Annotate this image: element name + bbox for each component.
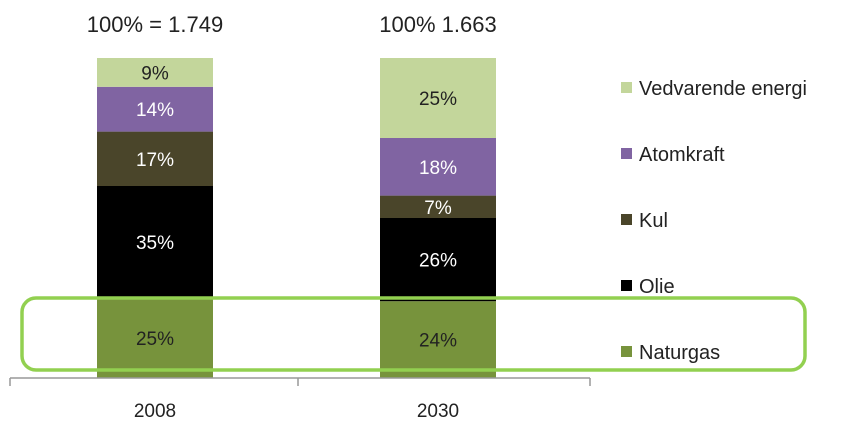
legend-label-olie: Olie bbox=[639, 276, 675, 298]
total-label-2008: 100% = 1.749 bbox=[87, 12, 223, 37]
legend-swatch-olie bbox=[621, 280, 632, 291]
bar-2030-olie bbox=[380, 218, 496, 302]
total-label-2030: 100% 1.663 bbox=[379, 12, 496, 37]
x-tick-label-2008: 2008 bbox=[134, 401, 176, 422]
legend-swatch-kul bbox=[621, 214, 632, 225]
naturgas-highlight-box bbox=[20, 296, 807, 372]
x-axis-tick-labels: 2008 2030 bbox=[134, 401, 459, 422]
x-axis-ticks bbox=[9, 378, 591, 386]
data-label-2008-olie: 35% bbox=[136, 233, 174, 254]
legend-swatch-vedvarende-energi bbox=[621, 82, 632, 93]
data-label-2030-naturgas: 24% bbox=[419, 331, 457, 352]
bar-2008-olie bbox=[97, 186, 213, 298]
segment-labels: 25% 35% 17% 14% 9% 24% 26% 7% 18% 25% bbox=[136, 63, 457, 351]
bar-segments bbox=[97, 58, 496, 378]
bar-2008-atomkraft bbox=[97, 86, 213, 132]
data-label-2008-atomkraft: 14% bbox=[136, 100, 174, 121]
bar-2008-vedvarende-energi bbox=[97, 58, 213, 87]
legend-label-naturgas: Naturgas bbox=[639, 342, 720, 364]
bar-2030-naturgas bbox=[380, 301, 496, 378]
bar-2008-kul bbox=[97, 131, 213, 186]
data-label-2008-vedvarende-energi: 9% bbox=[141, 63, 169, 84]
bar-2030-atomkraft bbox=[380, 138, 496, 196]
bar-2030-kul bbox=[380, 195, 496, 218]
data-label-2030-kul: 7% bbox=[424, 198, 452, 219]
legend-label-vedvarende-energi: Vedvarende energi bbox=[639, 78, 807, 100]
legend-swatch-naturgas bbox=[621, 346, 632, 357]
x-tick-label-2030: 2030 bbox=[417, 401, 459, 422]
data-label-2030-atomkraft: 18% bbox=[419, 158, 457, 179]
legend-label-kul: Kul bbox=[639, 210, 668, 232]
total-labels: 100% = 1.749 100% 1.663 bbox=[87, 12, 497, 37]
data-label-2030-vedvarende-energi: 25% bbox=[419, 89, 457, 110]
data-label-2008-kul: 17% bbox=[136, 150, 174, 171]
bar-2008-naturgas bbox=[97, 298, 213, 378]
legend-label-atomkraft: Atomkraft bbox=[639, 144, 725, 166]
data-label-2008-naturgas: 25% bbox=[136, 329, 174, 350]
legend-swatch-atomkraft bbox=[621, 148, 632, 159]
data-label-2030-olie: 26% bbox=[419, 251, 457, 272]
legend: Vedvarende energi Atomkraft Kul Olie Naturga… bbox=[621, 78, 807, 364]
bar-2030-vedvarende-energi bbox=[380, 58, 496, 138]
